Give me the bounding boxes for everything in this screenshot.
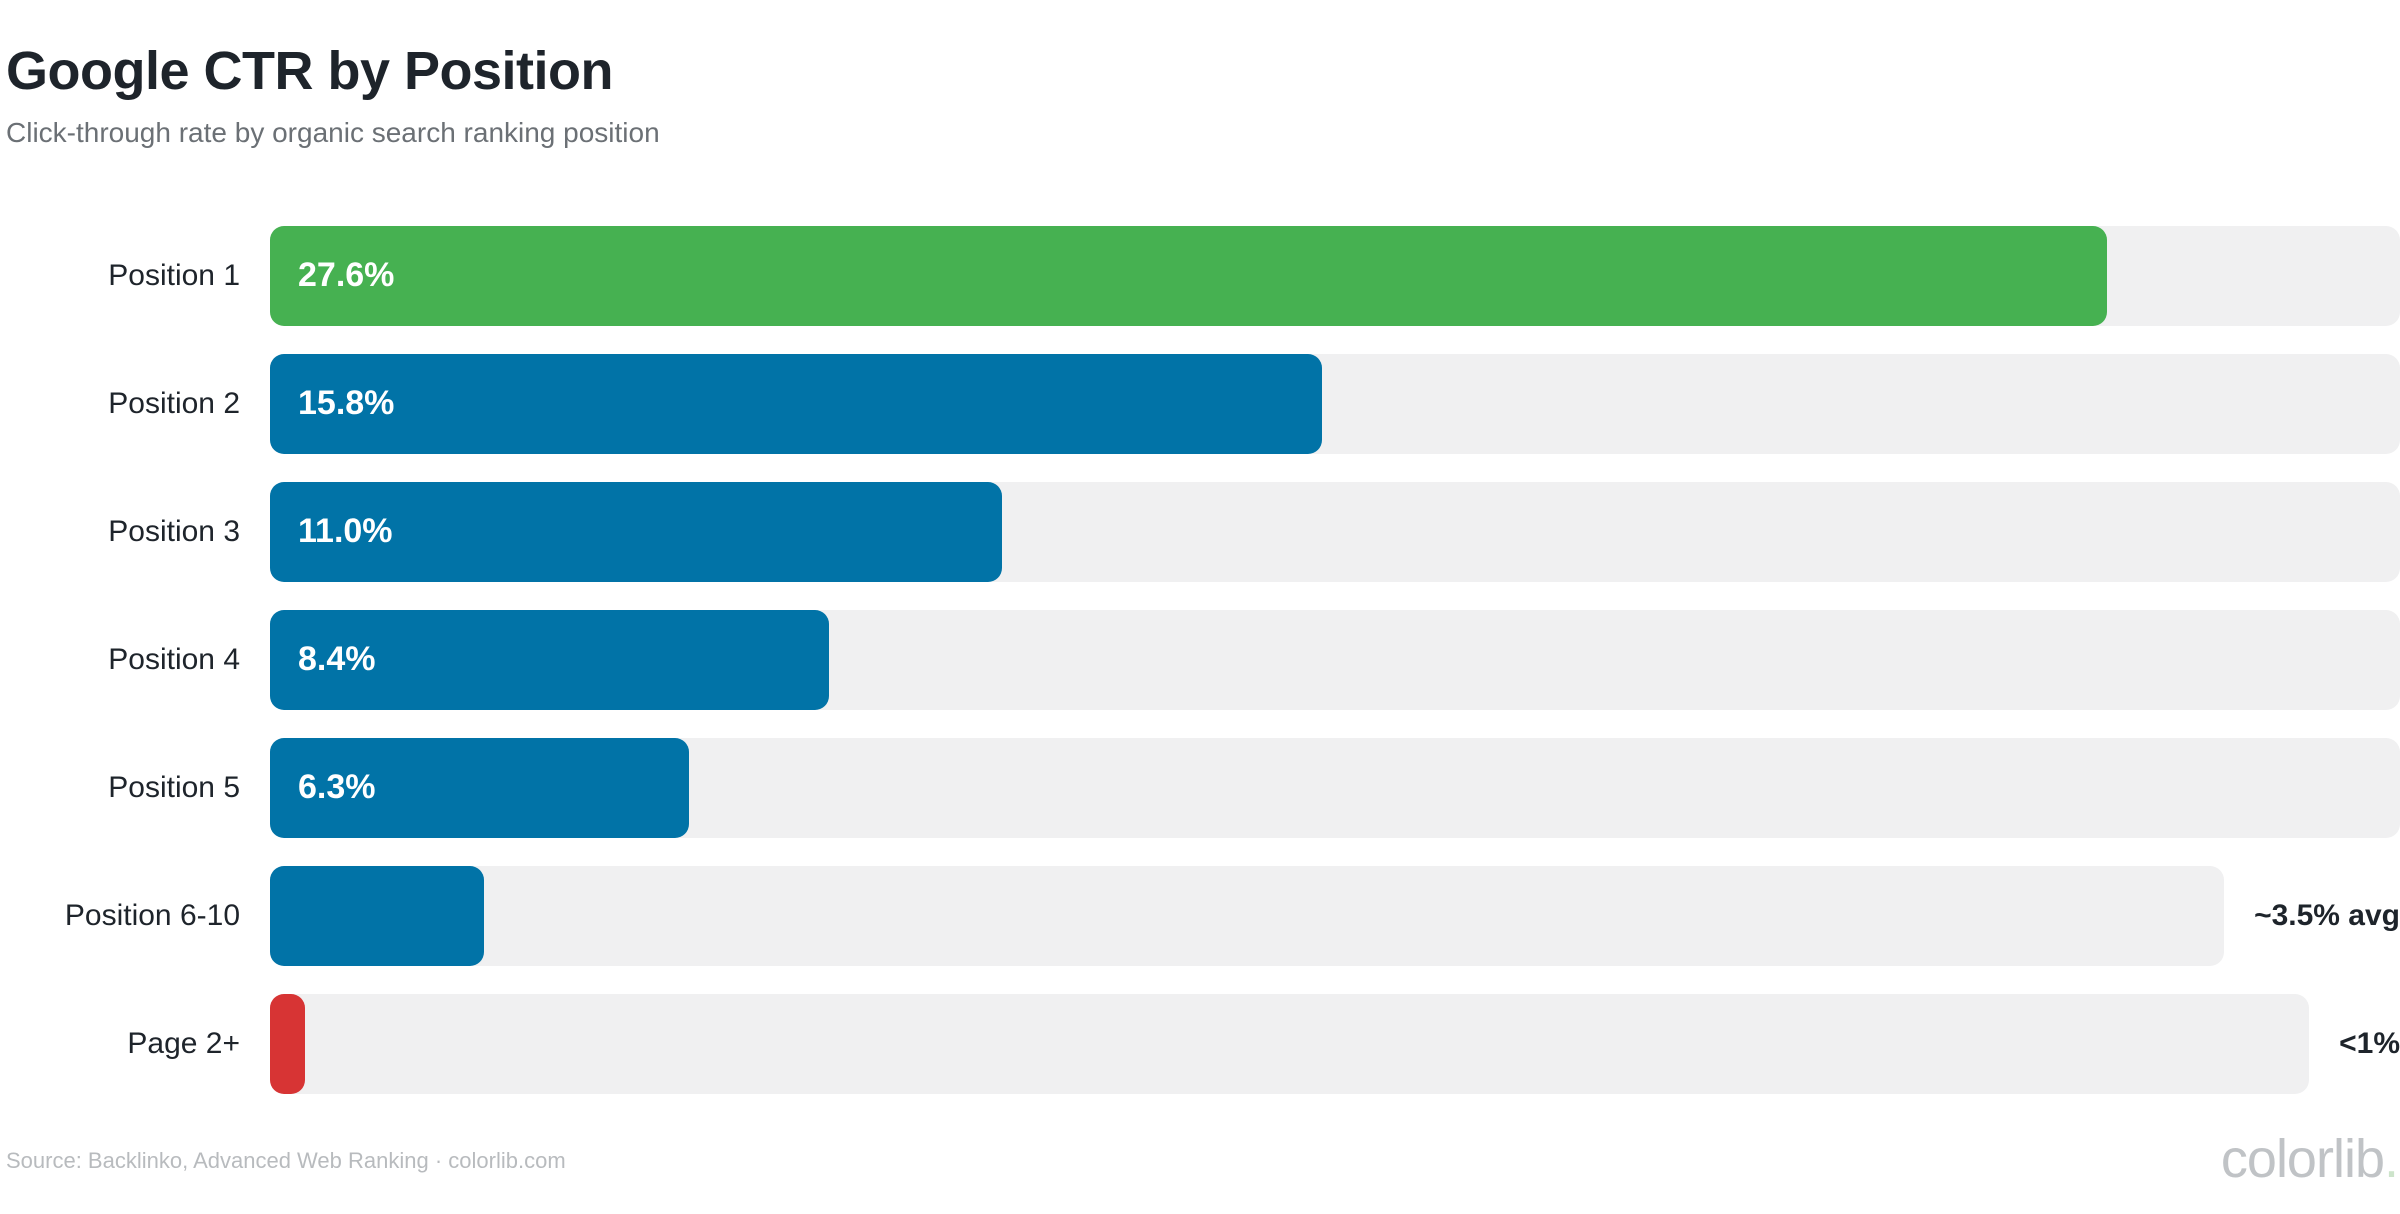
bar-value-label: 27.6% [298,256,395,295]
bar-track [270,865,2225,966]
bar-track: 6.3% [270,737,2400,838]
bar-row-label: Position 2 [108,386,240,420]
bar-row: Position 2 15.8% [0,353,2400,454]
bar-fill: 8.4% [270,609,830,710]
bar-row-label: Position 6-10 [64,898,240,932]
bar-row-label: Position 3 [108,514,240,548]
logo-text: colorlib [2220,1129,2385,1189]
bar-track: 11.0% [270,481,2400,582]
bar-row: Position 4 8.4% [0,609,2400,710]
bar-row-label: Page 2+ [127,1026,240,1060]
bar-row: Position 3 11.0% [0,481,2400,582]
bar-value-label: 6.3% [298,768,376,807]
bar-row: Page 2+ <1% [0,993,2400,1094]
chart-header: Google CTR by Position Click-through rat… [0,0,2400,150]
source-text: Source: Backlinko, Advanced Web Ranking … [6,1148,566,1173]
bar-row: Position 5 6.3% [0,737,2400,838]
bar-fill: 27.6% [270,225,2108,326]
bar-track [270,993,2310,1094]
bar-track: 27.6% [270,225,2400,326]
bar-fill: 11.0% [270,481,1003,582]
bar-outside-label: ~3.5% avg [2254,898,2400,932]
bar-value-label: 8.4% [298,640,376,679]
bar-fill [270,865,484,966]
logo-dot: . [2383,1129,2399,1189]
bar-row: Position 1 27.6% [0,225,2400,326]
bar-chart: Position 1 27.6% Position 2 15.8% Positi… [0,225,2400,1094]
bar-fill [270,993,306,1094]
bar-row-label: Position 4 [108,642,240,676]
bar-row: Position 6-10 ~3.5% avg [0,865,2400,966]
colorlib-logo: colorlib. [2220,1128,2399,1190]
page-title: Google CTR by Position [6,41,614,101]
page-subtitle: Click-through rate by organic search ran… [6,117,660,149]
bar-fill: 15.8% [270,353,1322,454]
bar-track: 8.4% [270,609,2400,710]
bar-outside-label: <1% [2339,1026,2400,1060]
bar-row-label: Position 1 [108,258,240,292]
bar-value-label: 15.8% [298,384,395,423]
bar-row-label: Position 5 [108,770,240,804]
bar-value-label: 11.0% [298,512,393,551]
bar-fill: 6.3% [270,737,690,838]
bar-track: 15.8% [270,353,2400,454]
